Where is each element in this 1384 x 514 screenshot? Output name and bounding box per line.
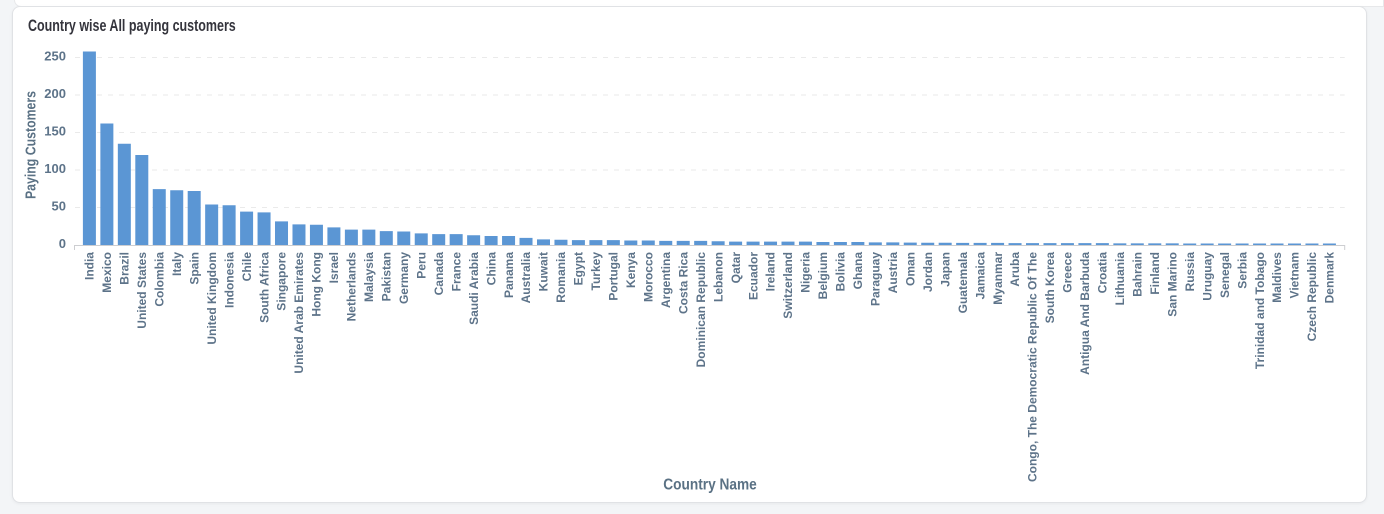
svg-text:Turkey: Turkey xyxy=(589,252,603,291)
svg-text:Jordan: Jordan xyxy=(921,252,935,292)
svg-text:Paying Customers: Paying Customers xyxy=(23,91,39,199)
svg-text:Nigeria: Nigeria xyxy=(799,252,813,293)
svg-text:Colombia: Colombia xyxy=(152,252,166,307)
svg-text:Dominican Republic: Dominican Republic xyxy=(694,252,708,368)
svg-text:Denmark: Denmark xyxy=(1323,252,1337,304)
svg-text:Malaysia: Malaysia xyxy=(362,252,376,302)
svg-text:United Kingdom: United Kingdom xyxy=(205,252,219,345)
svg-text:Vietnam: Vietnam xyxy=(1288,252,1302,298)
svg-text:Bolivia: Bolivia xyxy=(834,252,848,292)
svg-text:Kenya: Kenya xyxy=(624,252,638,288)
svg-text:Argentina: Argentina xyxy=(659,252,673,308)
svg-text:Israel: Israel xyxy=(327,252,341,283)
svg-text:South Korea: South Korea xyxy=(1043,252,1057,324)
svg-text:Lithuania: Lithuania xyxy=(1113,252,1127,306)
svg-text:Germany: Germany xyxy=(397,252,411,304)
svg-text:Czech Republic: Czech Republic xyxy=(1305,252,1319,342)
svg-text:Chile: Chile xyxy=(240,252,254,282)
svg-text:Ghana: Ghana xyxy=(851,252,865,290)
svg-text:150: 150 xyxy=(44,124,66,139)
svg-text:Guatemala: Guatemala xyxy=(956,252,970,314)
svg-text:Indonesia: Indonesia xyxy=(222,252,236,308)
svg-text:Hong Kong: Hong Kong xyxy=(310,252,324,317)
svg-text:Croatia: Croatia xyxy=(1096,252,1110,294)
svg-text:Ireland: Ireland xyxy=(764,252,778,291)
svg-text:Italy: Italy xyxy=(170,252,184,276)
svg-text:Antigua And Barbuda: Antigua And Barbuda xyxy=(1078,252,1092,375)
svg-text:Belgium: Belgium xyxy=(816,252,830,299)
svg-text:Oman: Oman xyxy=(903,252,917,286)
svg-text:0: 0 xyxy=(59,236,66,251)
svg-text:United States: United States xyxy=(135,252,149,329)
svg-text:Country Name: Country Name xyxy=(663,477,756,494)
svg-text:Finland: Finland xyxy=(1148,252,1162,295)
svg-text:50: 50 xyxy=(52,199,66,214)
svg-text:San Marino: San Marino xyxy=(1165,252,1179,317)
svg-text:Mexico: Mexico xyxy=(100,252,114,293)
svg-text:United Arab Emirates: United Arab Emirates xyxy=(292,252,306,374)
svg-text:Morocco: Morocco xyxy=(641,252,655,302)
svg-text:Netherlands: Netherlands xyxy=(345,252,359,322)
svg-text:Senegal: Senegal xyxy=(1218,252,1232,298)
svg-text:100: 100 xyxy=(44,161,66,176)
svg-text:Japan: Japan xyxy=(938,252,952,287)
svg-text:Portugal: Portugal xyxy=(607,252,621,301)
svg-text:Jamaica: Jamaica xyxy=(973,252,987,300)
svg-text:Qatar: Qatar xyxy=(729,252,743,284)
svg-text:Myanmar: Myanmar xyxy=(991,252,1005,305)
svg-text:200: 200 xyxy=(44,86,66,101)
svg-text:Russia: Russia xyxy=(1183,252,1197,292)
svg-text:Australia: Australia xyxy=(519,252,533,304)
svg-text:Canada: Canada xyxy=(432,252,446,296)
svg-text:Paraguay: Paraguay xyxy=(869,252,883,306)
svg-text:France: France xyxy=(449,252,463,292)
svg-text:Switzerland: Switzerland xyxy=(781,252,795,319)
svg-text:Ecuador: Ecuador xyxy=(746,252,760,300)
svg-text:Saudi Arabia: Saudi Arabia xyxy=(467,252,481,325)
svg-text:Pakistan: Pakistan xyxy=(380,252,394,301)
svg-text:Peru: Peru xyxy=(414,252,428,279)
svg-text:India: India xyxy=(83,252,97,280)
svg-text:Congo, The Democratic Republic: Congo, The Democratic Republic Of The xyxy=(1026,252,1040,482)
svg-text:Panama: Panama xyxy=(502,252,516,298)
svg-text:Romania: Romania xyxy=(554,252,568,303)
svg-text:Kuwait: Kuwait xyxy=(537,252,551,291)
svg-text:Austria: Austria xyxy=(886,252,900,294)
svg-text:Costa Rica: Costa Rica xyxy=(676,252,690,314)
svg-text:Spain: Spain xyxy=(187,252,201,285)
svg-text:South Africa: South Africa xyxy=(257,252,271,323)
svg-text:Bahrain: Bahrain xyxy=(1131,252,1145,297)
svg-text:Singapore: Singapore xyxy=(275,252,289,311)
svg-text:Maldives: Maldives xyxy=(1270,252,1284,303)
svg-text:Serbia: Serbia xyxy=(1235,252,1249,289)
svg-text:Egypt: Egypt xyxy=(572,252,586,285)
svg-text:Aruba: Aruba xyxy=(1008,252,1022,287)
svg-text:China: China xyxy=(484,252,498,286)
svg-text:Trinidad and Tobago: Trinidad and Tobago xyxy=(1253,252,1267,369)
svg-text:Uruguay: Uruguay xyxy=(1200,252,1214,301)
svg-text:250: 250 xyxy=(44,49,66,64)
svg-text:Lebanon: Lebanon xyxy=(711,252,725,302)
svg-text:Greece: Greece xyxy=(1061,252,1075,293)
svg-text:Brazil: Brazil xyxy=(118,252,132,285)
